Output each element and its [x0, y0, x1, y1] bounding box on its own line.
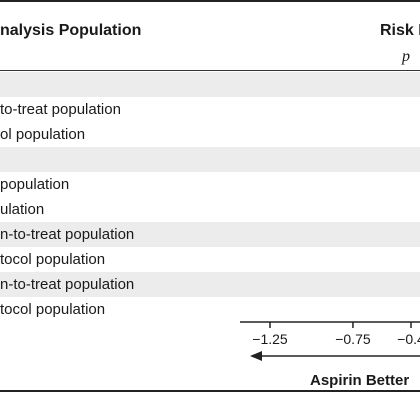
population-row: n-to-treat population — [0, 222, 420, 247]
population-row: tocol population — [0, 251, 106, 268]
population-row: n-to-treat population — [0, 272, 420, 297]
column-header-risk-difference: Risk D — [380, 22, 420, 39]
column-header-p-value: p — [402, 48, 410, 65]
population-row: to-treat population — [0, 101, 121, 118]
population-row: tocol population — [0, 301, 106, 318]
x-tick-label: −0.4 — [397, 331, 420, 347]
population-row: ulation — [0, 201, 45, 218]
population-row — [0, 72, 420, 97]
population-rows: to-treat population ol population populati… — [0, 72, 420, 322]
bottom-border — [0, 390, 420, 392]
arrow-head — [250, 351, 262, 361]
header-rule — [0, 70, 420, 71]
x-tick-label: −1.25 — [252, 331, 288, 347]
population-row: population — [0, 176, 70, 193]
top-border — [0, 0, 420, 2]
x-tick-label: −0.75 — [335, 331, 371, 347]
aspirin-better-label: Aspirin Better — [310, 372, 410, 389]
population-row: ol population — [0, 126, 86, 143]
population-row — [0, 147, 420, 172]
column-header-analysis-population: nalysis Population — [0, 22, 142, 39]
